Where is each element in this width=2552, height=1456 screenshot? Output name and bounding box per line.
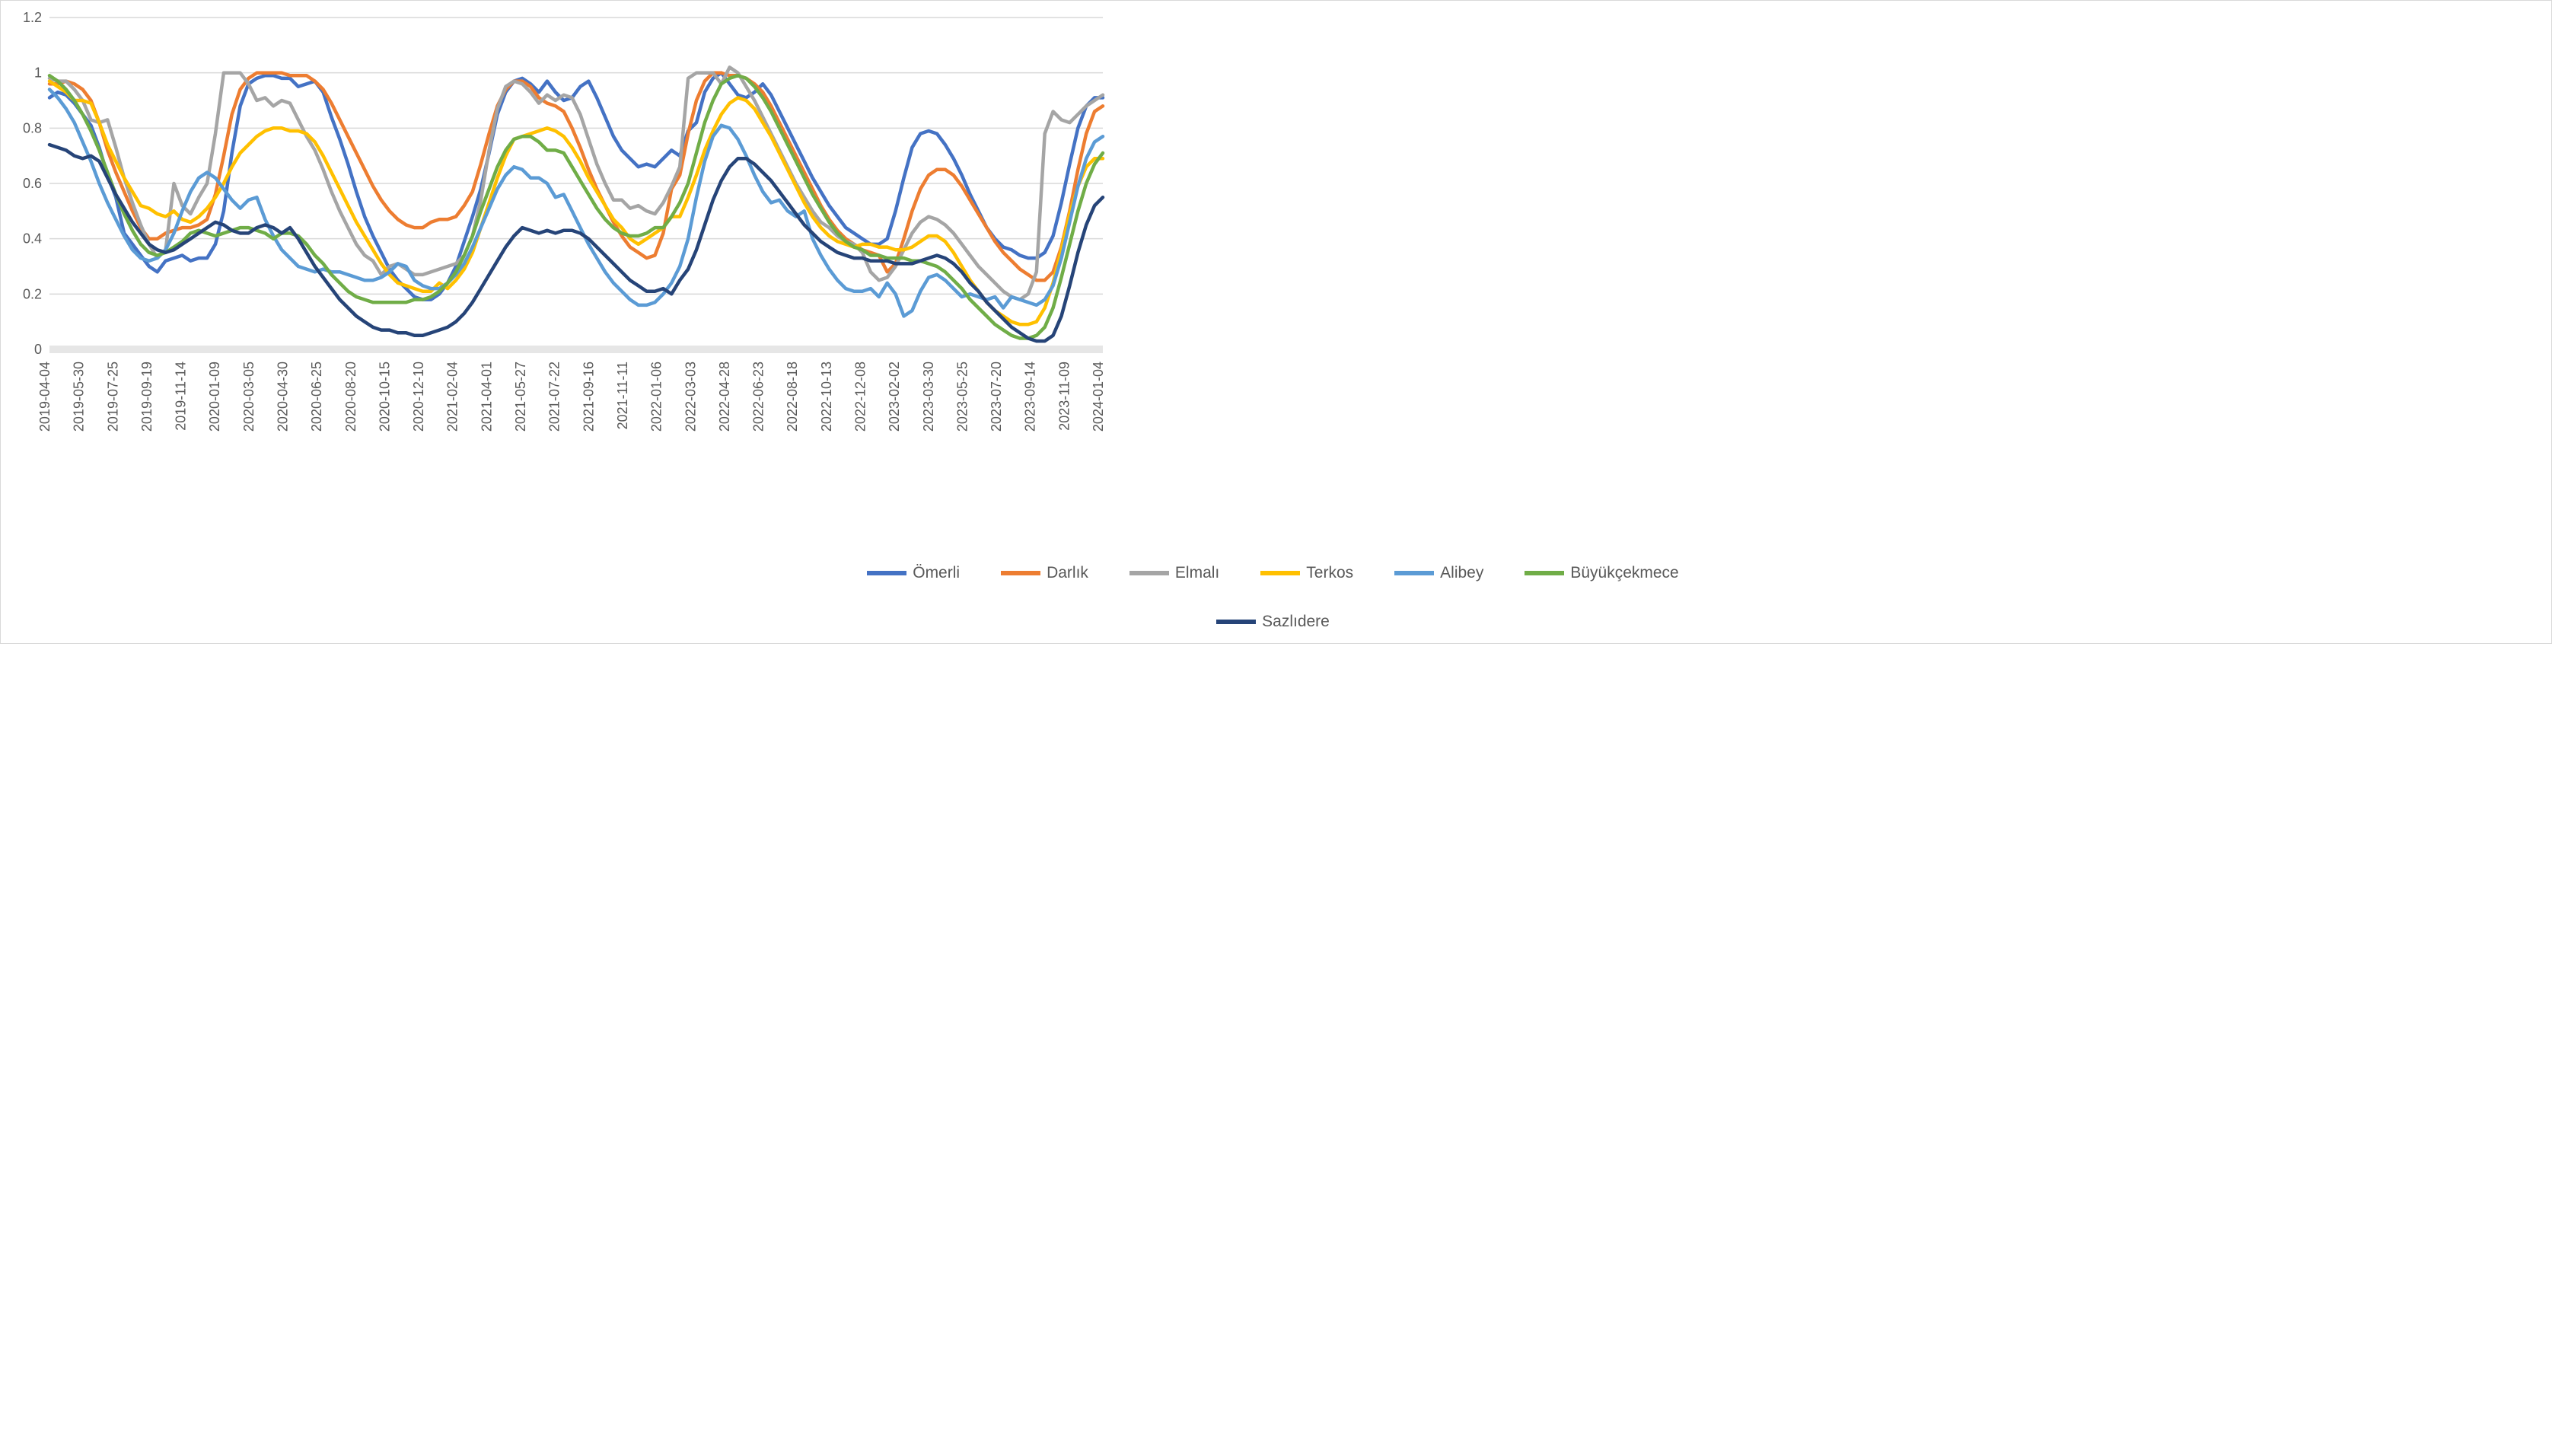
x-tick-label: 2023-05-25 xyxy=(954,362,970,432)
legend-swatch xyxy=(1001,571,1040,575)
x-tick-label: 2020-08-20 xyxy=(343,362,358,432)
y-tick-label: 0 xyxy=(34,342,42,357)
legend-swatch xyxy=(1525,571,1564,575)
legend-item: Terkos xyxy=(1260,564,1353,582)
x-tick-label: 2023-02-02 xyxy=(887,362,902,432)
legend-item: Elmalı xyxy=(1129,564,1219,582)
legend-label: Darlık xyxy=(1047,564,1088,582)
x-tick-label: 2023-03-30 xyxy=(921,362,936,432)
x-axis-baseline xyxy=(49,346,1103,353)
legend-swatch xyxy=(1260,571,1300,575)
chart-container: 0 0.2 0.4 0.6 0.8 1 1.2 2019-04-04 2019-05-30 201… xyxy=(0,0,2552,644)
legend-swatch xyxy=(1129,571,1169,575)
x-tick-label: 2021-02-04 xyxy=(445,362,460,432)
x-tick-label: 2021-04-01 xyxy=(479,362,494,432)
x-tick-label: 2023-07-20 xyxy=(989,362,1004,432)
x-tick-label: 2021-05-27 xyxy=(513,362,528,432)
x-tick-label: 2023-11-09 xyxy=(1056,362,1072,431)
y-tick-label: 1 xyxy=(34,65,42,81)
x-tick-label: 2020-03-05 xyxy=(241,362,256,432)
legend: Ömerli Darlık Elmalı Terkos Alibey Büyükçekme… xyxy=(817,564,1730,631)
x-tick-label: 2021-11-11 xyxy=(615,362,630,429)
legend-swatch xyxy=(1394,571,1434,575)
legend-item: Ömerli xyxy=(867,564,960,582)
x-tick-label: 2022-01-06 xyxy=(649,362,664,432)
x-tick-label: 2022-04-28 xyxy=(717,362,732,432)
x-tick-label: 2021-09-16 xyxy=(581,362,596,432)
x-tick-label: 2020-04-30 xyxy=(276,362,291,432)
legend-item: Alibey xyxy=(1394,564,1483,582)
y-tick-label: 0.2 xyxy=(23,286,42,301)
x-tick-label: 2024-01-04 xyxy=(1091,362,1106,432)
legend-label: Sazlıdere xyxy=(1262,613,1330,631)
x-tick-label: 2019-09-19 xyxy=(139,362,155,432)
x-tick-label: 2020-06-25 xyxy=(309,362,324,432)
x-tick-label: 2019-04-04 xyxy=(37,362,53,432)
x-tick-label: 2019-05-30 xyxy=(72,362,87,432)
legend-label: Alibey xyxy=(1440,564,1483,582)
x-tick-label: 2023-09-14 xyxy=(1023,362,1038,432)
legend-swatch xyxy=(1216,620,1256,624)
y-tick-label: 1.2 xyxy=(23,10,42,25)
legend-label: Terkos xyxy=(1306,564,1353,582)
x-tick-label: 2022-10-13 xyxy=(819,362,834,432)
legend-item: Darlık xyxy=(1001,564,1088,582)
legend-item: Büyükçekmece xyxy=(1525,564,1678,582)
legend-label: Elmalı xyxy=(1175,564,1219,582)
x-tick-label: 2022-06-23 xyxy=(751,362,766,432)
legend-swatch xyxy=(867,571,906,575)
chart-background xyxy=(7,7,1118,555)
legend-label: Büyükçekmece xyxy=(1570,564,1678,582)
legend-label: Ömerli xyxy=(913,564,960,582)
line-chart: 0 0.2 0.4 0.6 0.8 1 1.2 2019-04-04 2019-05-30 201… xyxy=(7,7,1118,555)
x-tick-label: 2019-07-25 xyxy=(105,362,120,432)
x-tick-label: 2022-08-18 xyxy=(785,362,800,432)
x-tick-label: 2020-10-15 xyxy=(377,362,392,432)
y-tick-label: 0.6 xyxy=(23,176,42,191)
x-tick-label: 2022-03-03 xyxy=(683,362,698,432)
legend-item: Sazlıdere xyxy=(1216,613,1330,631)
x-tick-label: 2019-11-14 xyxy=(174,362,189,431)
y-tick-label: 0.8 xyxy=(23,120,42,135)
x-tick-label: 2021-07-22 xyxy=(547,362,562,432)
x-tick-label: 2020-01-09 xyxy=(207,362,222,432)
x-tick-label: 2022-12-08 xyxy=(852,362,868,432)
y-tick-label: 0.4 xyxy=(23,231,42,247)
x-tick-label: 2020-12-10 xyxy=(411,362,426,432)
